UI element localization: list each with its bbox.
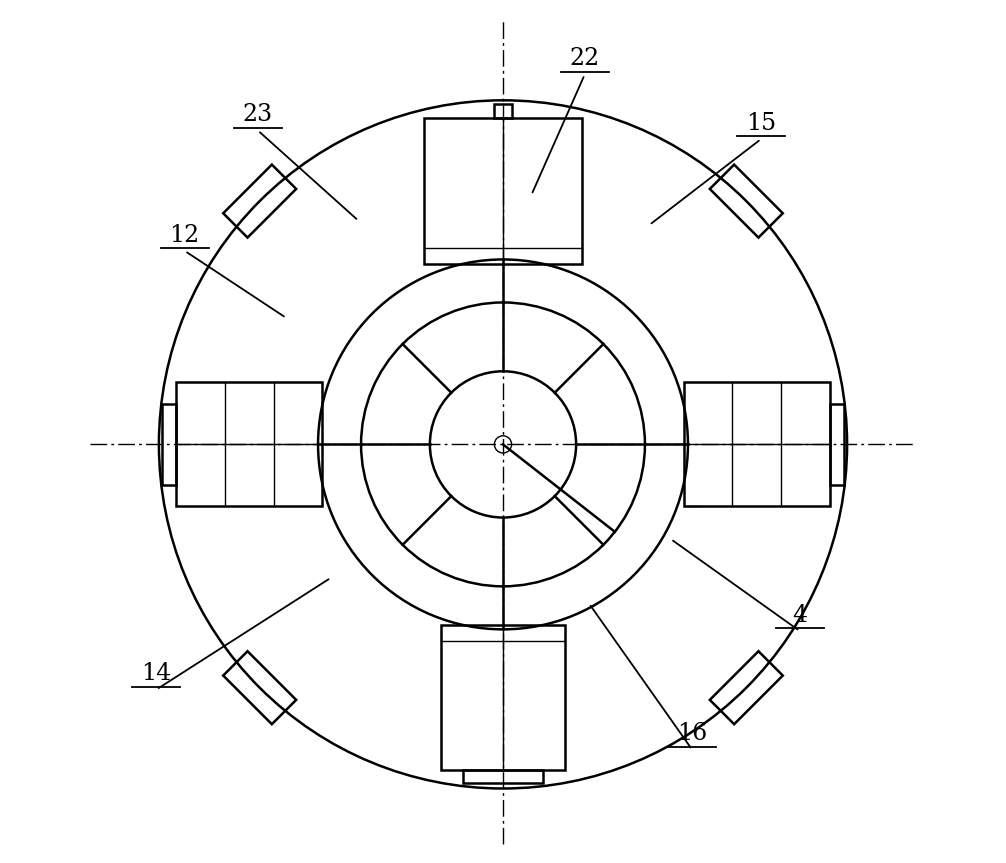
Bar	[830, 404, 844, 485]
Text: 23: 23	[242, 103, 273, 126]
Bar	[441, 625, 565, 770]
Text: 4: 4	[792, 604, 808, 627]
Text: 22: 22	[569, 47, 600, 70]
Bar	[162, 404, 176, 485]
Bar	[424, 117, 582, 264]
Text: 16: 16	[677, 722, 707, 746]
Bar	[494, 104, 512, 117]
Text: 15: 15	[746, 111, 777, 135]
Bar	[463, 770, 543, 784]
Text: 14: 14	[141, 662, 171, 685]
Bar	[684, 382, 830, 507]
Bar	[176, 382, 322, 507]
Text: 12: 12	[170, 224, 200, 247]
